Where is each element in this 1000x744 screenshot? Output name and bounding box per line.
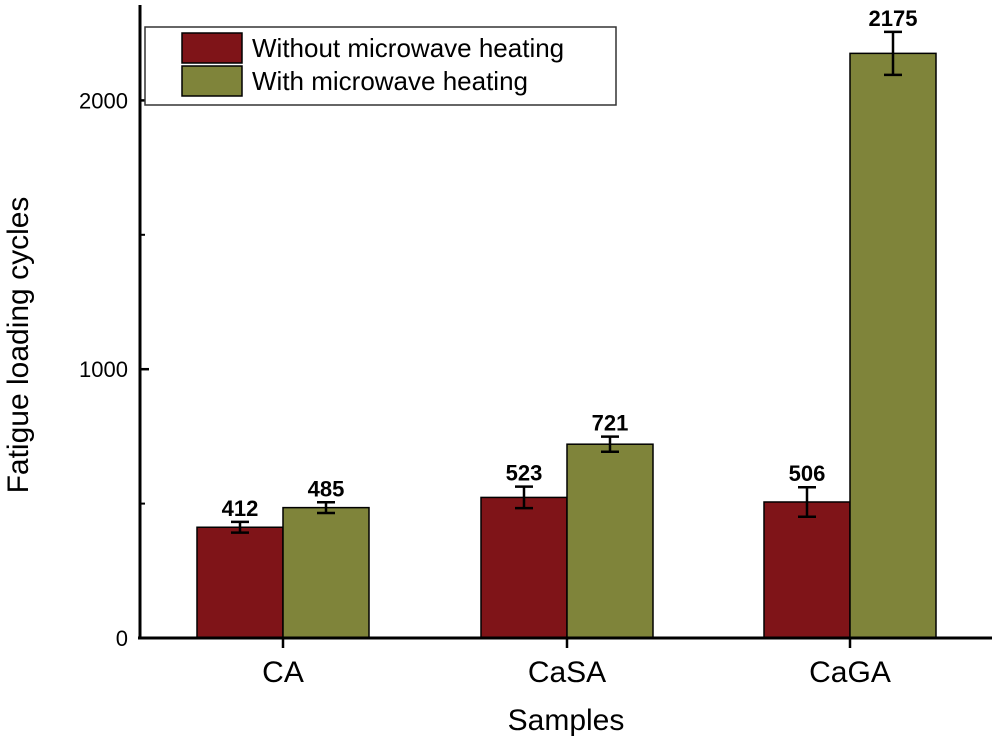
y-tick-label-2000: 2000 bbox=[79, 88, 128, 113]
x-tick-label-casa: CaSA bbox=[528, 656, 606, 689]
error-bar-caga-series-1 bbox=[884, 30, 902, 77]
data-labels-layer: 412 523 506 485 721 2175 bbox=[222, 6, 918, 521]
data-label-casa-series-1: 721 bbox=[592, 411, 629, 436]
bar-caga-series-0 bbox=[763, 501, 851, 639]
data-label-ca-series-0: 412 bbox=[222, 496, 259, 521]
y-axis-title: Fatigue loading cycles bbox=[2, 197, 35, 494]
error-bar-casa-series-1 bbox=[601, 435, 619, 453]
data-label-caga-series-0: 506 bbox=[789, 461, 826, 486]
legend: Without microwave heating With microwave… bbox=[144, 26, 617, 106]
bar-ca-series-0 bbox=[196, 526, 284, 639]
legend-swatch-without-microwave bbox=[181, 32, 243, 64]
error-bar-casa-series-0 bbox=[515, 485, 533, 510]
bars-layer bbox=[196, 52, 937, 639]
legend-swatch-with-microwave bbox=[181, 65, 243, 97]
bar-ca-series-1 bbox=[282, 506, 370, 639]
data-label-casa-series-0: 523 bbox=[506, 461, 543, 486]
bar-casa-series-0 bbox=[480, 496, 568, 639]
error-bar-ca-series-1 bbox=[317, 501, 335, 515]
bar-caga-series-1 bbox=[849, 52, 937, 639]
data-label-ca-series-1: 485 bbox=[308, 476, 345, 501]
bar-casa-series-1 bbox=[566, 443, 654, 639]
data-label-caga-series-1: 2175 bbox=[869, 6, 918, 31]
y-tick-label-0: 0 bbox=[116, 626, 128, 651]
x-axis-title: Samples bbox=[508, 704, 625, 737]
x-tick-label-ca: CA bbox=[262, 656, 304, 689]
error-bars-layer bbox=[231, 30, 902, 534]
legend-label-with-microwave: With microwave heating bbox=[252, 66, 528, 96]
legend-label-without-microwave: Without microwave heating bbox=[252, 33, 564, 63]
x-tick-label-caga: CaGA bbox=[809, 656, 891, 689]
y-tick-label-1000: 1000 bbox=[79, 357, 128, 382]
error-bar-caga-series-0 bbox=[798, 485, 816, 519]
error-bar-ca-series-0 bbox=[231, 520, 249, 534]
